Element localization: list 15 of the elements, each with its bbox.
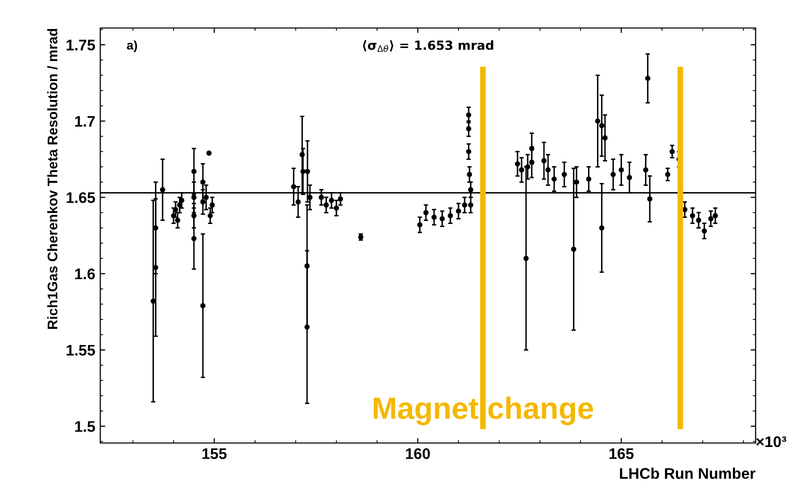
y-tick-label: 1.55 [66, 344, 96, 356]
legend-label: ⟨σ$_{Δθ}$⟩ = 1.653 mrad [362, 40, 494, 52]
x-tick-label: 165 [610, 448, 634, 460]
x-axis-title: LHCb Run Number [620, 468, 756, 479]
y-tick-label: 1.6 [75, 268, 95, 280]
y-axis-title: Rich1Gas Cherenkov Theta Resolution / mrad [47, 28, 58, 329]
x-tick-label: 160 [406, 448, 430, 460]
annotation: a) [126, 40, 138, 52]
y-tick-label: 1.7 [75, 116, 95, 127]
x-tick-label: 155 [202, 448, 227, 460]
text: ×10³ [756, 436, 786, 448]
y-tick-label: 1.65 [66, 192, 96, 204]
y-tick-label: 1.5 [75, 421, 96, 432]
y-tick-label: 1.75 [66, 40, 96, 50]
annotation: Magnet change [374, 396, 594, 426]
